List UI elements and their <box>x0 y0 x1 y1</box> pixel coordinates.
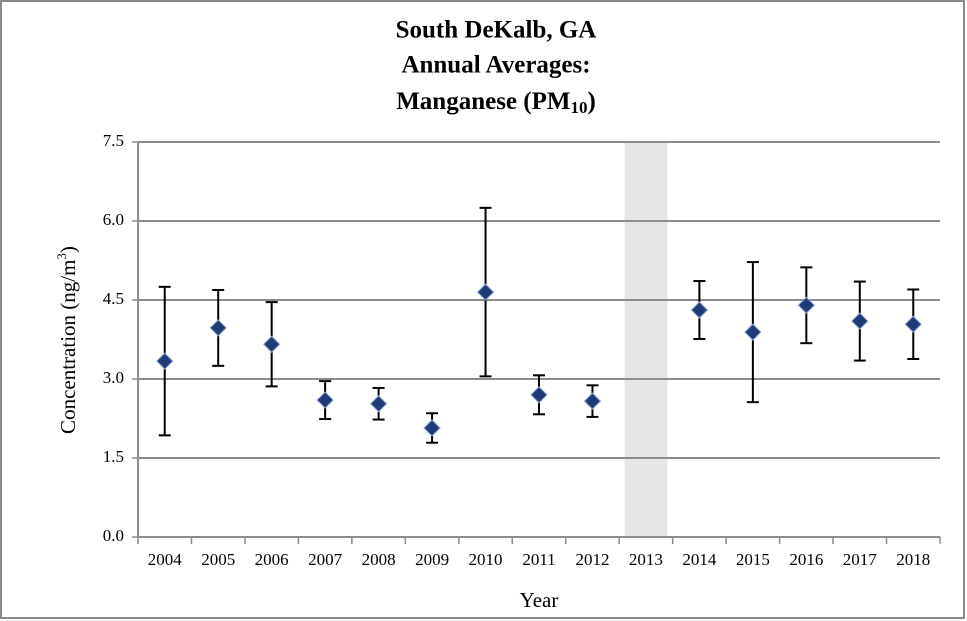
x-tick-label: 2007 <box>308 550 343 569</box>
x-tick-label: 2015 <box>736 550 770 569</box>
y-tick-label: 1.5 <box>103 447 124 466</box>
y-tick-label: 6.0 <box>103 210 124 229</box>
x-tick-label: 2009 <box>415 550 449 569</box>
x-tick-label: 2006 <box>255 550 289 569</box>
plot-area: 0.0 1.5 3.0 4.5 6.0 7.5 2004 2005 2006 2007 2008 20… <box>103 131 941 569</box>
marker <box>423 419 441 437</box>
x-tick-label: 2013 <box>629 550 663 569</box>
x-tick-label: 2014 <box>682 550 717 569</box>
chart-title: Manganese (PM10) <box>396 88 596 117</box>
marker <box>690 301 709 319</box>
y-axis-label: Concentration (ng/m3) <box>54 246 80 434</box>
marker <box>209 319 227 337</box>
x-tick-label: 2005 <box>201 550 235 569</box>
marker <box>797 296 816 314</box>
marker <box>851 312 869 330</box>
marker <box>369 395 388 413</box>
marker <box>316 391 334 409</box>
title-subscript: 10 <box>570 98 587 117</box>
x-tick-label: 2004 <box>148 550 183 569</box>
chart-title: South DeKalb, GA <box>396 17 597 44</box>
y-label-text: ) <box>56 246 80 253</box>
x-axis-label: Year <box>520 588 559 612</box>
title-text: ) <box>587 88 595 115</box>
marker <box>476 283 495 301</box>
marker <box>156 352 174 370</box>
marker <box>583 392 602 410</box>
marker <box>262 335 281 353</box>
y-label-text: Concentration (ng/m <box>56 260 80 434</box>
y-tick-label: 0.0 <box>103 526 124 545</box>
shaded-band <box>624 142 668 537</box>
marker <box>904 315 922 333</box>
y-tick-label: 7.5 <box>103 131 124 150</box>
y-label-superscript: 3 <box>54 253 69 260</box>
x-tick-label: 2018 <box>896 550 930 569</box>
x-tick-label: 2010 <box>469 550 503 569</box>
marker <box>530 386 548 404</box>
x-tick-label: 2016 <box>789 550 823 569</box>
x-tick-label: 2012 <box>575 550 609 569</box>
title-text: Manganese (PM <box>396 88 570 115</box>
x-tick-label: 2017 <box>843 550 878 569</box>
marker <box>744 323 762 341</box>
x-tick-label: 2011 <box>522 550 555 569</box>
chart-title: Annual Averages: <box>401 52 590 79</box>
y-tick-label: 3.0 <box>103 368 124 387</box>
y-tick-label: 4.5 <box>103 289 124 308</box>
x-tick-label: 2008 <box>362 550 396 569</box>
